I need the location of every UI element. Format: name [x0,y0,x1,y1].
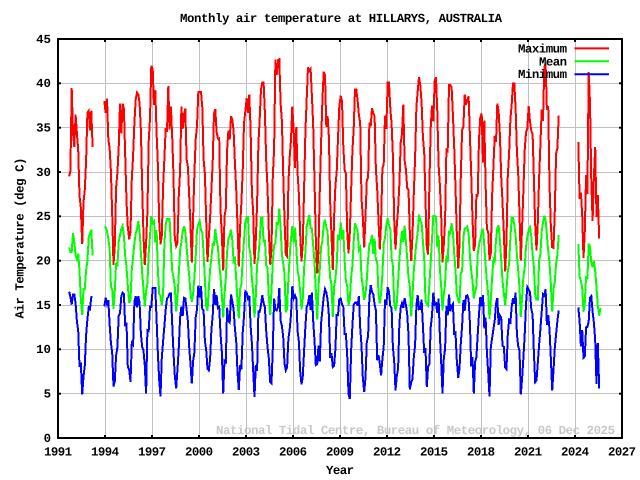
svg-text:2021: 2021 [514,446,542,460]
svg-text:Maximum: Maximum [518,42,567,56]
svg-text:20: 20 [36,255,51,269]
svg-text:Minimum: Minimum [518,68,567,82]
svg-text:Monthly air temperature at HIL: Monthly air temperature at HILLARYS, AUS… [180,12,503,26]
svg-text:1994: 1994 [91,446,120,460]
svg-text:10: 10 [36,343,51,357]
svg-text:35: 35 [36,122,51,136]
svg-text:15: 15 [36,299,51,313]
svg-text:2024: 2024 [561,446,590,460]
svg-text:0: 0 [44,432,51,446]
svg-text:2003: 2003 [232,446,260,460]
svg-text:National Tidal Centre, Bureau: National Tidal Centre, Bureau of Meteoro… [216,424,615,438]
svg-text:45: 45 [36,33,51,47]
svg-text:2027: 2027 [608,446,636,460]
svg-text:Year: Year [326,464,354,478]
svg-text:2012: 2012 [373,446,401,460]
svg-text:30: 30 [36,166,51,180]
svg-text:2000: 2000 [185,446,213,460]
svg-text:2009: 2009 [326,446,354,460]
svg-text:25: 25 [36,210,51,224]
svg-text:Air Temperature (deg C): Air Temperature (deg C) [14,158,28,319]
svg-text:1997: 1997 [138,446,166,460]
svg-text:1991: 1991 [44,446,72,460]
svg-text:2018: 2018 [467,446,495,460]
svg-text:Mean: Mean [539,55,567,69]
svg-text:2015: 2015 [420,446,448,460]
svg-text:40: 40 [36,77,51,91]
svg-text:2006: 2006 [279,446,307,460]
svg-text:5: 5 [44,388,51,402]
